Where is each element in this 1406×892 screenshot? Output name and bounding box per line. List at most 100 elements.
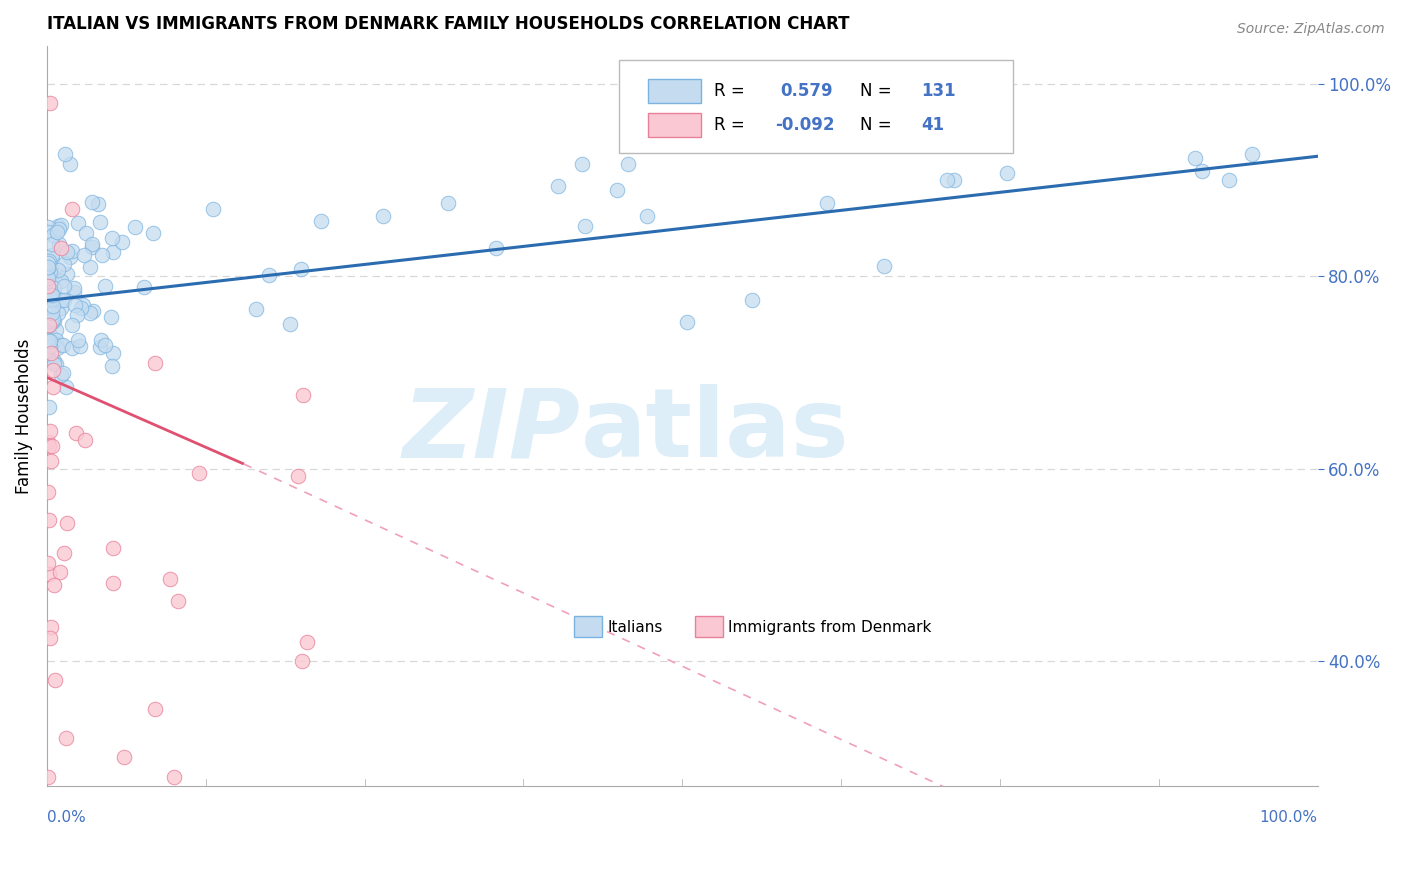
Point: [111, 235, 134, 250]
Point: [145, 356, 167, 370]
Point: [90, 333, 112, 347]
Point: [1218, 173, 1240, 187]
Point: [42, 353, 65, 368]
Text: 41: 41: [921, 116, 945, 134]
Point: [45, 357, 67, 371]
Point: [124, 219, 146, 234]
Point: [291, 654, 314, 668]
Point: [49, 338, 72, 352]
Point: [942, 173, 965, 187]
Point: [75, 226, 97, 240]
Point: [39, 293, 62, 307]
Point: [38, 282, 60, 296]
Point: [38, 265, 60, 279]
Point: [1184, 151, 1206, 165]
Point: [53, 257, 76, 271]
Point: [292, 388, 315, 402]
Text: ITALIAN VS IMMIGRANTS FROM DENMARK FAMILY HOUSEHOLDS CORRELATION CHART: ITALIAN VS IMMIGRANTS FROM DENMARK FAMIL…: [46, 15, 849, 33]
Point: [46, 306, 69, 320]
Point: [38, 96, 60, 111]
Text: 100.0%: 100.0%: [1260, 810, 1317, 825]
Point: [41, 620, 63, 634]
Point: [45, 225, 67, 239]
Point: [41, 313, 63, 327]
Point: [103, 576, 125, 591]
Point: [53, 293, 76, 308]
Text: R =: R =: [714, 82, 749, 100]
Point: [91, 248, 114, 262]
Point: [163, 770, 186, 784]
Point: [38, 318, 60, 332]
Point: [48, 222, 70, 236]
Point: [51, 241, 73, 255]
Point: [55, 731, 77, 745]
Point: [38, 288, 60, 302]
Point: [101, 231, 124, 245]
Point: [41, 293, 63, 307]
Point: [70, 301, 93, 315]
Point: [39, 339, 62, 353]
Point: [815, 196, 838, 211]
Text: 0.0%: 0.0%: [46, 810, 86, 825]
Point: [257, 268, 280, 282]
Point: [80, 195, 103, 210]
Point: [56, 267, 79, 281]
Point: [39, 425, 62, 439]
Point: [37, 350, 59, 364]
Point: [101, 245, 124, 260]
Point: [44, 673, 66, 688]
Text: 131: 131: [921, 82, 956, 100]
Point: [46, 263, 69, 277]
Point: [60, 341, 83, 355]
Point: [48, 236, 70, 251]
Point: [41, 268, 63, 282]
Point: [42, 357, 65, 371]
Point: [159, 572, 181, 586]
Point: [59, 250, 82, 264]
Bar: [695, 615, 723, 637]
Point: [290, 262, 312, 277]
Point: [69, 339, 91, 353]
Point: [52, 366, 75, 380]
Point: [82, 303, 104, 318]
Point: [37, 319, 59, 334]
Point: [143, 702, 166, 716]
Point: [297, 635, 319, 649]
Point: [66, 216, 89, 230]
Point: [39, 328, 62, 343]
Point: [37, 256, 59, 270]
Text: Immigrants from Denmark: Immigrants from Denmark: [728, 620, 931, 635]
Point: [55, 244, 77, 259]
Point: [437, 195, 460, 210]
Point: [636, 210, 658, 224]
Point: [38, 254, 60, 268]
Point: [873, 260, 896, 274]
Point: [37, 260, 59, 275]
Point: [55, 380, 77, 394]
Point: [38, 439, 60, 453]
Point: [309, 214, 332, 228]
Point: [82, 239, 104, 253]
Point: [1191, 164, 1213, 178]
Point: [72, 298, 94, 312]
Point: [202, 202, 225, 216]
Point: [37, 343, 59, 358]
Point: [1240, 147, 1263, 161]
Point: [62, 281, 84, 295]
Point: [101, 541, 124, 556]
Point: [67, 333, 90, 347]
Point: [89, 215, 111, 229]
Point: [142, 226, 165, 240]
Point: [39, 316, 62, 330]
Point: [60, 202, 83, 216]
Text: atlas: atlas: [581, 384, 849, 477]
Point: [41, 311, 63, 326]
Point: [59, 156, 82, 170]
Point: [41, 237, 63, 252]
Point: [63, 285, 86, 299]
Point: [65, 425, 87, 440]
Point: [995, 166, 1018, 180]
Point: [42, 362, 65, 376]
Point: [245, 301, 267, 316]
Point: [101, 346, 124, 360]
